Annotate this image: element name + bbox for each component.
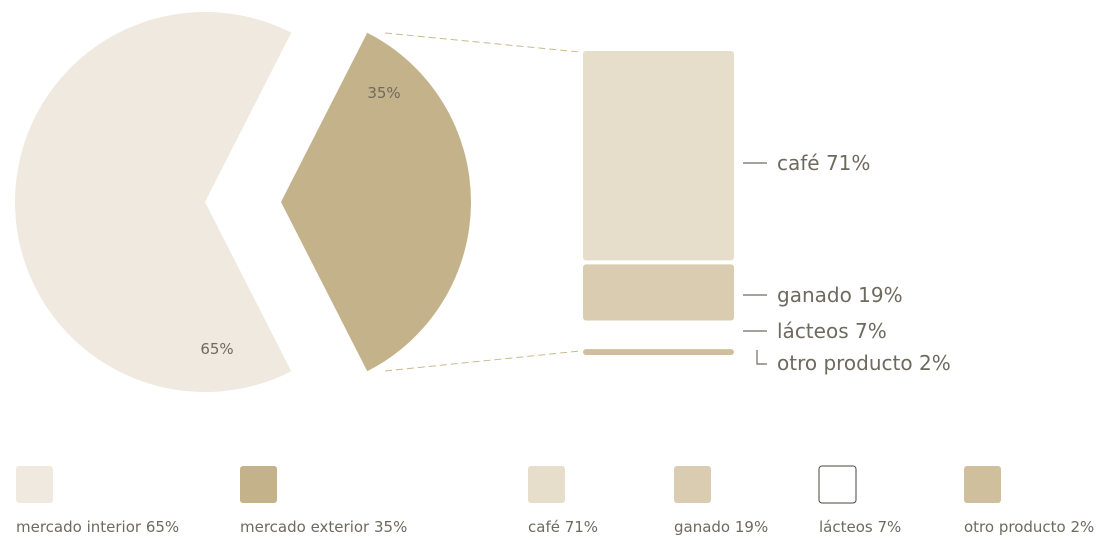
bar-label-lacteos: lácteos 7% [777,319,887,343]
bar-segment-ganado [583,264,734,321]
pie-slice-mercado-interior [14,12,292,392]
bar-label-ganado: ganado 19% [777,283,903,307]
legend-label-cafe: café 71% [528,518,598,536]
connector-line-bottom [384,350,581,372]
pie-label-exterior: 35% [367,84,400,102]
legend-label-lacteos: lácteos 7% [819,518,901,536]
legend-swatch-otro-producto [964,466,1001,503]
legend-label-mercado-interior: mercado interior 65% [16,518,179,536]
legend-swatch-mercado-interior [16,466,53,503]
legend-swatch-ganado [674,466,711,503]
legend-swatch-cafe [528,466,565,503]
legend-swatch-mercado-exterior [240,466,277,503]
legend-label-ganado: ganado 19% [674,518,768,536]
bar-segment-otro-producto [583,349,734,355]
legend-label-mercado-exterior: mercado exterior 35% [240,518,407,536]
legend-label-otro-producto: otro producto 2% [964,518,1094,536]
bar-segment-lacteos [583,324,734,346]
legend-swatch-lacteos [818,465,857,504]
bar-segment-cafe [583,51,734,261]
bar-label-otro-producto: otro producto 2% [777,351,951,375]
label-line-otro-producto [756,350,767,365]
pie-slice-mercado-exterior [281,32,471,372]
connector-line-top [384,32,581,53]
bar-label-cafe: café 71% [777,151,870,175]
pie-label-interior: 65% [200,340,233,358]
